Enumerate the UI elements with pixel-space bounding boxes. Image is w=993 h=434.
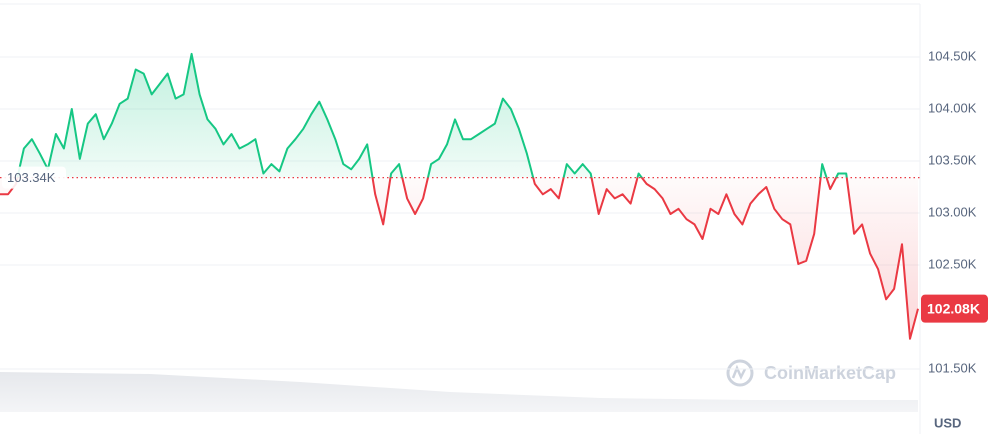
y-tick-label: 103.00K [928, 204, 977, 219]
y-tick-label: 104.00K [928, 100, 977, 115]
last-price-label: 102.08K [927, 300, 980, 316]
watermark: CoinMarketCap [726, 359, 896, 387]
y-tick-label: 102.50K [928, 256, 977, 271]
baseline-label: 103.34K [7, 170, 56, 185]
price-line [0, 52, 919, 340]
baseline-label-bg [2, 166, 66, 189]
last-price-bg [921, 294, 988, 323]
y-tick-label: 104.50K [928, 48, 977, 63]
y-tick-label: 101.50K [928, 360, 977, 375]
currency-label: USD [934, 415, 961, 430]
price-area [0, 53, 918, 339]
y-tick-label: 103.50K [928, 152, 977, 167]
watermark-text: CoinMarketCap [764, 363, 896, 383]
volume-area [0, 372, 918, 412]
